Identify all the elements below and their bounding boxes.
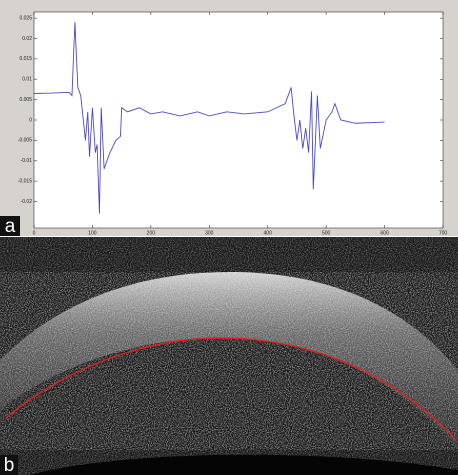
x-tick-label: 400	[264, 230, 273, 236]
x-tick-label: 200	[147, 230, 156, 236]
oct-image	[0, 237, 458, 475]
y-tick-label: 0.005	[19, 97, 32, 103]
x-tick-label: 700	[439, 230, 448, 236]
y-tick-label: -0.01	[21, 158, 33, 164]
panel-label-box	[0, 455, 18, 475]
panel-label: b	[4, 455, 15, 475]
plot-area	[33, 11, 444, 229]
y-tick-label: -0.015	[18, 178, 32, 184]
y-tick-label: 0	[29, 117, 32, 123]
panel-label-box	[0, 216, 20, 236]
y-tick-label: 0.015	[19, 56, 32, 62]
x-tick-label: 500	[322, 230, 331, 236]
y-tick-label: -0.005	[18, 138, 32, 144]
y-tick-label: -0.02	[21, 199, 33, 205]
x-tick-label: 600	[380, 230, 389, 236]
panel-label: a	[5, 216, 16, 237]
x-tick-label: 100	[88, 230, 97, 236]
line-chart: 0.025 0.02 0.015 0.01 0.005 0 -0.005 -0.01 -0.01…	[18, 12, 448, 236]
data-line	[33, 22, 385, 214]
y-tick-label: 0.02	[22, 36, 32, 42]
x-tick-label: 0	[33, 230, 36, 236]
y-tick-label: 0.025	[19, 15, 32, 21]
x-tick-label: 300	[205, 230, 214, 236]
y-tick-label: 0.01	[22, 77, 32, 83]
